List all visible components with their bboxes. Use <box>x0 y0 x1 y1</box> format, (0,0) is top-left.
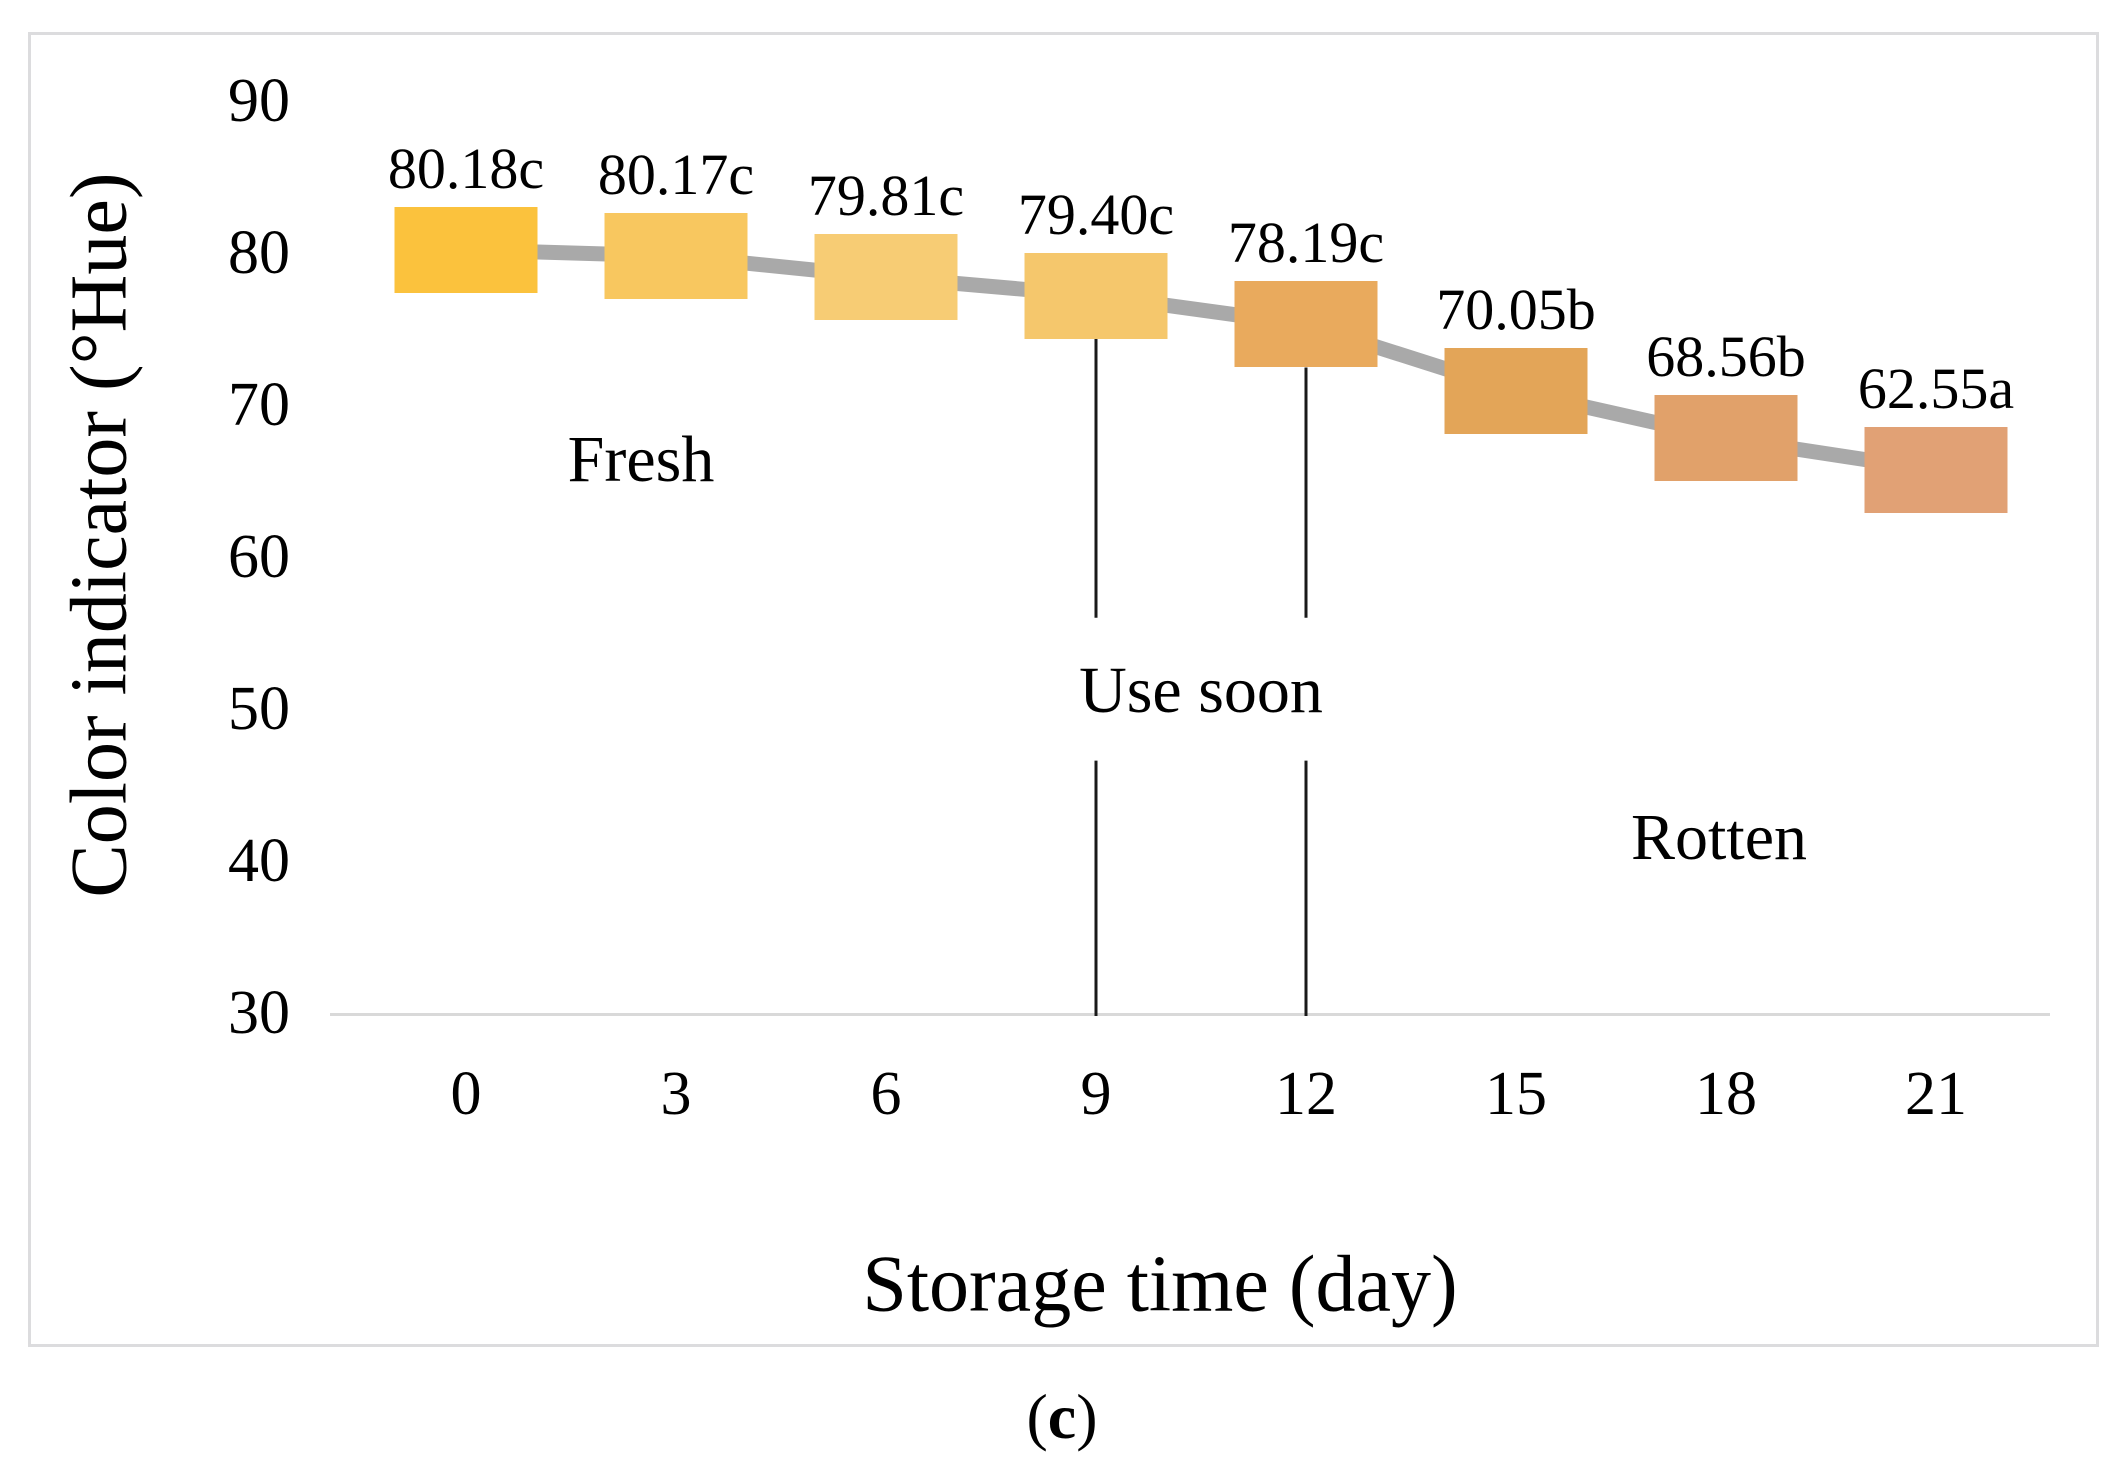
data-point-marker <box>604 213 748 300</box>
data-point-marker <box>1654 395 1798 482</box>
x-tick-label: 6 <box>870 1060 902 1128</box>
y-axis-title: Color indicator (°Hue) <box>55 172 144 898</box>
data-point-marker <box>814 234 958 321</box>
y-tick-label: 40 <box>228 827 290 895</box>
data-point-label: 80.17c <box>597 142 755 208</box>
x-tick-label: 18 <box>1695 1060 1757 1128</box>
data-point-label: 78.19c <box>1227 210 1385 276</box>
data-point-marker <box>1864 427 2008 514</box>
y-tick-label: 70 <box>228 371 290 439</box>
x-tick-label: 15 <box>1485 1060 1547 1128</box>
y-tick-label: 90 <box>228 67 290 135</box>
data-point-label: 79.40c <box>1017 181 1175 247</box>
x-tick-label: 9 <box>1080 1060 1112 1128</box>
data-point-label: 79.81c <box>807 163 965 229</box>
caption-letter: c <box>1047 1381 1077 1452</box>
x-axis-title: Storage time (day) <box>862 1240 1458 1329</box>
y-tick-label: 60 <box>228 523 290 591</box>
region-label: Use soon <box>1079 653 1323 727</box>
data-point-label: 80.18c <box>387 135 545 201</box>
x-tick-label: 21 <box>1905 1060 1967 1128</box>
caption-close-paren: ) <box>1076 1381 1098 1452</box>
x-tick-label: 0 <box>450 1060 482 1128</box>
chart-frame <box>28 32 2099 1347</box>
region-label: Rotten <box>1631 801 1807 875</box>
y-tick-label: 80 <box>228 219 290 287</box>
caption-open-paren: ( <box>1026 1381 1048 1452</box>
y-tick-label: 50 <box>228 675 290 743</box>
data-point-label: 68.56b <box>1646 324 1806 390</box>
data-point-marker <box>1234 281 1378 368</box>
y-tick-label: 30 <box>228 979 290 1047</box>
data-point-marker <box>394 206 538 293</box>
x-tick-label: 3 <box>660 1060 692 1128</box>
figure-caption: (c) <box>1026 1380 1097 1454</box>
data-point-marker <box>1444 348 1588 435</box>
x-tick-label: 12 <box>1275 1060 1337 1128</box>
data-point-label: 62.55a <box>1857 356 2015 422</box>
data-point-marker <box>1024 252 1168 339</box>
region-label: Fresh <box>567 422 715 496</box>
data-point-label: 70.05b <box>1436 277 1596 343</box>
